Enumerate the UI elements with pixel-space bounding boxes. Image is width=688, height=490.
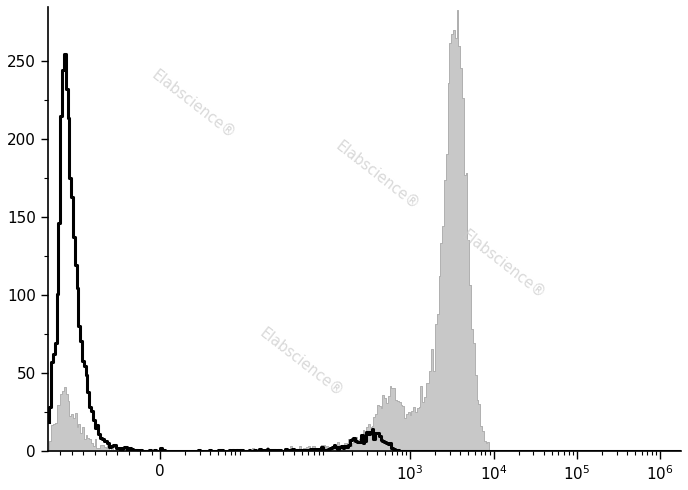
Text: Elabscience®: Elabscience® (332, 139, 422, 213)
Text: Elabscience®: Elabscience® (459, 227, 548, 302)
Text: Elabscience®: Elabscience® (257, 325, 345, 399)
Text: Elabscience®: Elabscience® (149, 68, 238, 142)
